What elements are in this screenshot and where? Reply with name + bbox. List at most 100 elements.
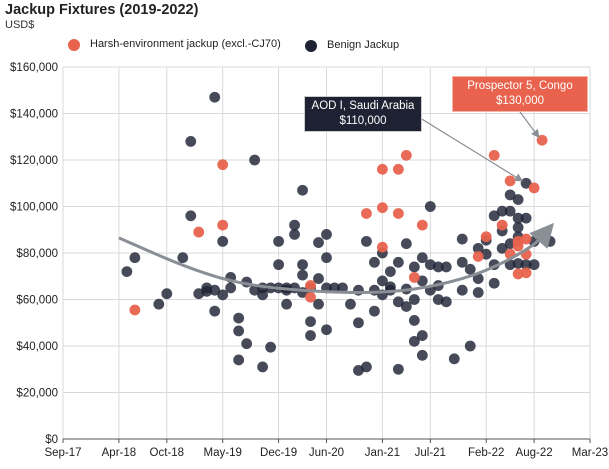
x-tick-label: May-19 xyxy=(204,447,242,459)
point-benign xyxy=(376,275,388,287)
y-tick-label: $80,000 xyxy=(16,248,58,260)
x-tick-label: Dec-19 xyxy=(260,447,297,459)
point-harsh xyxy=(480,231,492,243)
y-tick-label: $20,000 xyxy=(16,388,58,400)
point-benign xyxy=(424,201,436,212)
point-benign xyxy=(313,237,324,248)
point-harsh xyxy=(512,268,524,280)
legend-item-benign: Benign Jackup xyxy=(305,39,399,52)
annotation-aod-name: AOD I, Saudi Arabia xyxy=(311,100,415,112)
point-harsh xyxy=(400,149,412,161)
point-benign xyxy=(305,330,316,341)
y-tick-label: $60,000 xyxy=(16,295,58,307)
point-benign xyxy=(416,252,428,264)
point-harsh xyxy=(392,208,404,219)
x-tick-label: Feb-22 xyxy=(468,447,504,459)
point-benign xyxy=(512,194,524,205)
point-benign xyxy=(432,261,444,273)
point-benign xyxy=(416,349,428,361)
point-benign xyxy=(392,363,404,375)
point-benign xyxy=(384,266,396,277)
x-tick-label: Oct-18 xyxy=(150,447,185,459)
point-benign xyxy=(512,258,524,269)
point-benign xyxy=(496,205,508,217)
point-benign xyxy=(281,298,292,310)
point-benign xyxy=(177,252,189,264)
point-benign xyxy=(121,266,133,277)
x-tick-label: Aug-22 xyxy=(516,447,553,459)
annotation-prospector-arrow xyxy=(519,111,540,139)
y-tick-label: $120,000 xyxy=(10,155,58,167)
point-benign xyxy=(337,282,348,294)
point-benign xyxy=(512,212,524,224)
x-tick-label: Jan-21 xyxy=(365,447,400,459)
point-harsh xyxy=(129,304,141,316)
y-tick-label: $140,000 xyxy=(10,109,58,121)
point-benign xyxy=(488,277,500,289)
point-benign xyxy=(305,316,316,327)
point-harsh xyxy=(361,208,372,219)
point-benign xyxy=(289,219,300,231)
point-harsh xyxy=(472,251,484,262)
legend-label-benign: Benign Jackup xyxy=(327,39,400,51)
point-benign xyxy=(297,269,308,281)
point-benign xyxy=(440,261,452,273)
legend-swatch-benign xyxy=(305,40,317,52)
point-benign xyxy=(313,298,324,310)
point-benign xyxy=(361,361,372,373)
point-benign xyxy=(408,261,420,273)
point-benign xyxy=(289,229,300,240)
legend-swatch-harsh xyxy=(68,39,80,51)
point-benign xyxy=(472,287,484,298)
point-benign xyxy=(321,229,332,240)
point-benign xyxy=(472,273,484,284)
point-benign xyxy=(400,238,412,250)
point-harsh xyxy=(217,159,229,171)
point-benign xyxy=(257,361,269,373)
point-benign xyxy=(520,212,532,224)
point-harsh xyxy=(520,233,532,245)
point-benign xyxy=(369,305,380,317)
point-benign xyxy=(321,252,332,264)
point-benign xyxy=(241,338,253,350)
point-benign xyxy=(384,281,396,293)
point-benign xyxy=(456,284,468,296)
point-benign xyxy=(209,284,221,296)
point-benign xyxy=(456,233,468,245)
point-harsh xyxy=(504,175,516,187)
point-benign xyxy=(528,259,540,271)
annotation-prospector-value: $130,000 xyxy=(496,95,544,107)
point-benign xyxy=(472,242,484,254)
annotation-aod-value: $110,000 xyxy=(339,115,387,127)
point-benign xyxy=(440,296,452,308)
y-tick-label: $0 xyxy=(45,434,58,446)
point-harsh xyxy=(520,267,532,279)
point-benign xyxy=(129,252,141,264)
point-benign xyxy=(520,177,532,189)
point-harsh xyxy=(193,226,205,238)
point-benign xyxy=(408,335,420,347)
point-benign xyxy=(273,259,284,271)
point-benign xyxy=(345,298,356,310)
chart-subtitle: USD$ xyxy=(5,19,35,31)
point-harsh xyxy=(305,291,316,303)
point-harsh xyxy=(488,149,500,161)
chart-title: Jackup Fixtures (2019-2022) xyxy=(5,2,199,18)
legend-item-harsh: Harsh-environment jackup (excl.-CJ70) xyxy=(68,38,283,51)
point-benign xyxy=(297,259,308,271)
x-tick-label: Sep-17 xyxy=(44,447,81,459)
point-harsh xyxy=(408,272,420,283)
point-harsh xyxy=(305,280,316,291)
point-benign xyxy=(273,235,284,247)
point-benign xyxy=(217,289,229,301)
point-benign xyxy=(488,210,500,222)
point-benign xyxy=(233,312,245,324)
point-benign xyxy=(233,325,245,337)
point-benign xyxy=(321,324,332,336)
point-benign xyxy=(209,91,221,103)
legend-label-harsh: Harsh-environment jackup (excl.-CJ70) xyxy=(90,38,281,50)
point-benign xyxy=(185,136,197,147)
point-benign xyxy=(153,298,165,310)
point-benign xyxy=(504,189,516,201)
